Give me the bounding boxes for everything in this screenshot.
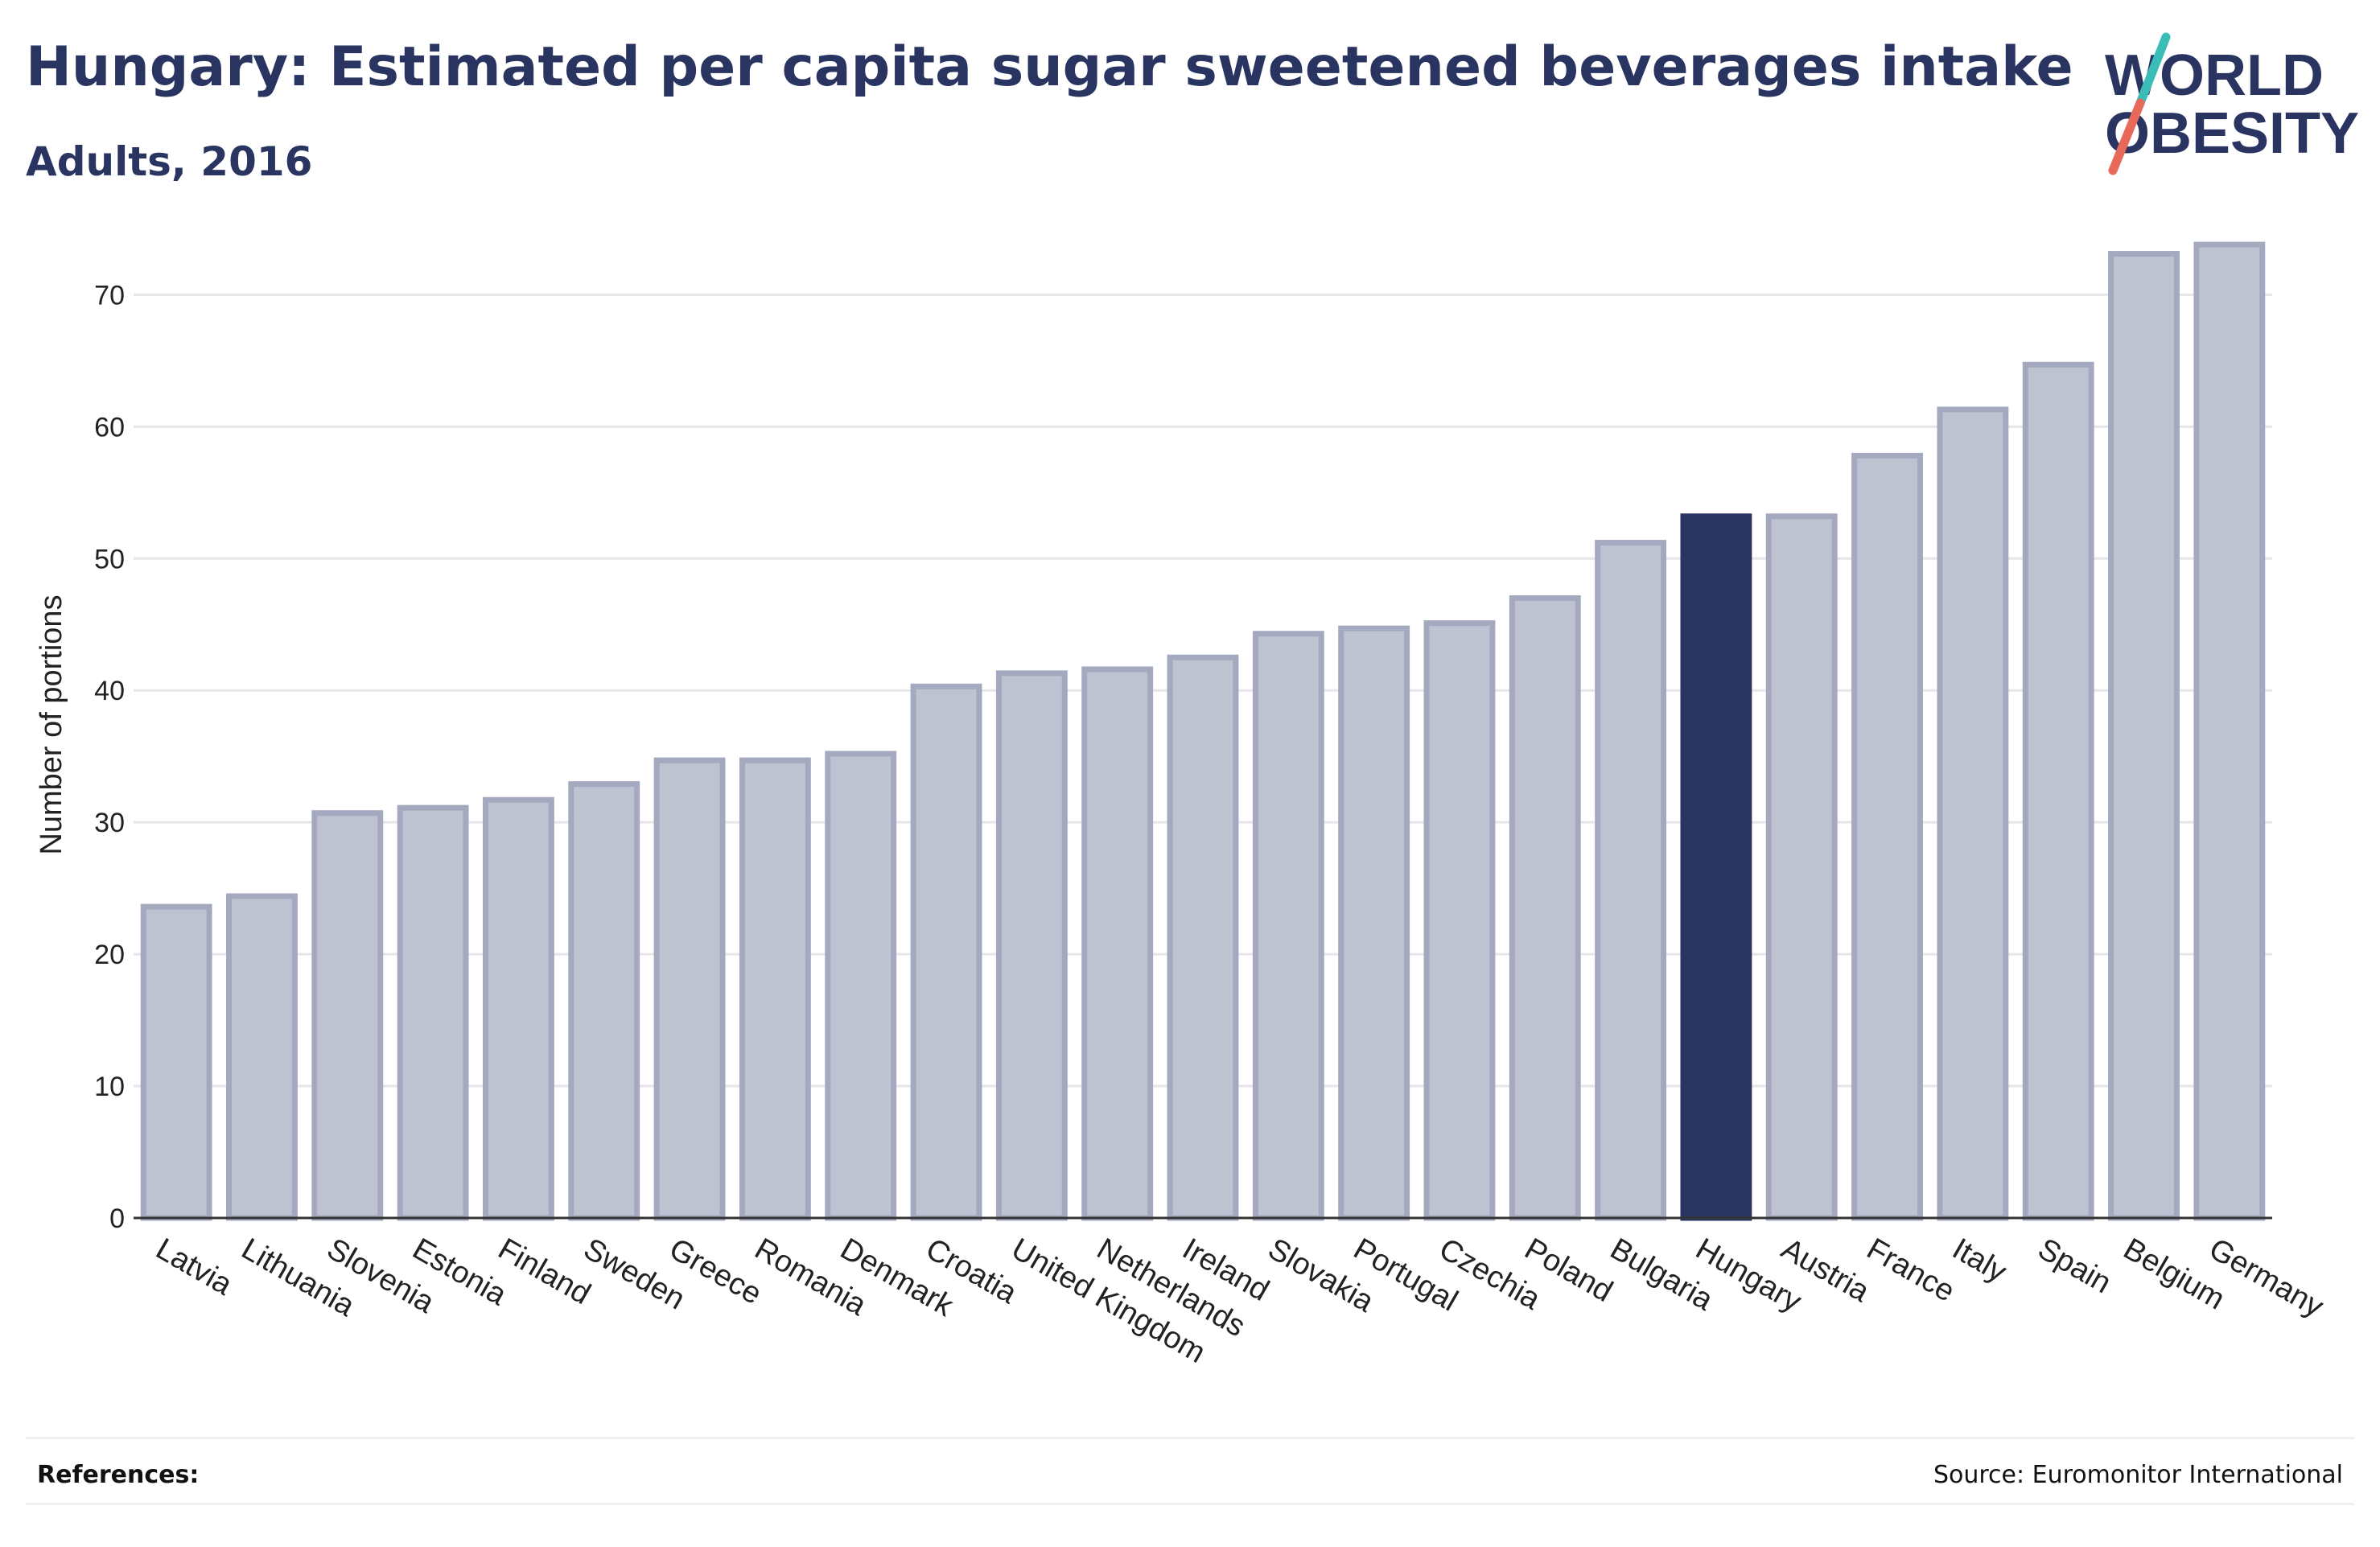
y-tick-label: 50 xyxy=(94,544,125,574)
bar-finland xyxy=(483,796,554,1221)
bar-netherlands xyxy=(1081,666,1154,1221)
x-tick-label: Finland xyxy=(492,1232,596,1311)
bar-poland xyxy=(1509,595,1581,1221)
bar-estonia xyxy=(397,804,469,1221)
x-axis-labels: LatviaLithuaniaSloveniaEstoniaFinlandSwe… xyxy=(150,1232,2329,1370)
bars xyxy=(140,241,2266,1221)
footer-divider-bottom xyxy=(26,1503,2354,1505)
y-tick-label: 70 xyxy=(94,280,125,311)
bar-germany xyxy=(2193,241,2266,1221)
bar-belgium xyxy=(2108,251,2180,1221)
bar-ireland xyxy=(1167,654,1239,1221)
y-tick-label: 30 xyxy=(94,808,125,838)
y-axis-label: Number of portions xyxy=(35,595,68,854)
bar-greece xyxy=(653,757,726,1221)
references-label: References: xyxy=(37,1461,200,1489)
bar-italy xyxy=(1937,406,2009,1221)
x-tick-label: Spain xyxy=(2032,1232,2117,1300)
bar-croatia xyxy=(910,683,982,1221)
bar-sweden xyxy=(568,781,640,1221)
bar-united-kingdom xyxy=(995,670,1068,1221)
bar-austria xyxy=(1765,513,1838,1221)
source-text: Source: Euromonitor International xyxy=(1933,1461,2343,1489)
y-axis-ticks: 0 10 20 30 40 50 60 70 xyxy=(94,280,125,1234)
bar-slovakia xyxy=(1252,631,1324,1221)
bar-hungary xyxy=(1680,513,1752,1221)
bar-portugal xyxy=(1338,625,1410,1221)
logo-line2: OBESITY xyxy=(2105,101,2359,166)
y-tick-label: 40 xyxy=(94,676,125,706)
bar-denmark xyxy=(825,751,897,1221)
x-tick-label: Germany xyxy=(2203,1232,2329,1324)
bar-spain xyxy=(2022,361,2094,1221)
y-tick-label: 0 xyxy=(109,1203,125,1234)
bar-chart: 0 10 20 30 40 50 60 70 LatviaLithuaniaSloveniaE… xyxy=(35,241,2329,1370)
chart-title: Hungary: Estimated per capita sugar swee… xyxy=(26,35,2073,99)
y-tick-label: 10 xyxy=(94,1072,125,1102)
bar-slovenia xyxy=(311,810,384,1221)
chart-subtitle: Adults, 2016 xyxy=(26,138,313,185)
logo-slash-teal xyxy=(2135,32,2171,108)
logo-slash-coral xyxy=(2108,98,2145,175)
bar-latvia xyxy=(140,903,212,1221)
x-tick-label: France xyxy=(1861,1232,1960,1309)
bar-lithuania xyxy=(226,893,298,1221)
bar-bulgaria xyxy=(1595,540,1667,1221)
bar-czechia xyxy=(1423,620,1496,1221)
x-tick-label: Latvia xyxy=(150,1232,239,1302)
world-obesity-logo: WORLD OBESITY xyxy=(2105,32,2359,175)
y-tick-label: 20 xyxy=(94,940,125,970)
bar-france xyxy=(1851,452,1923,1221)
y-tick-label: 60 xyxy=(94,412,125,442)
bar-romania xyxy=(739,757,811,1221)
footer-divider-top xyxy=(26,1437,2354,1439)
